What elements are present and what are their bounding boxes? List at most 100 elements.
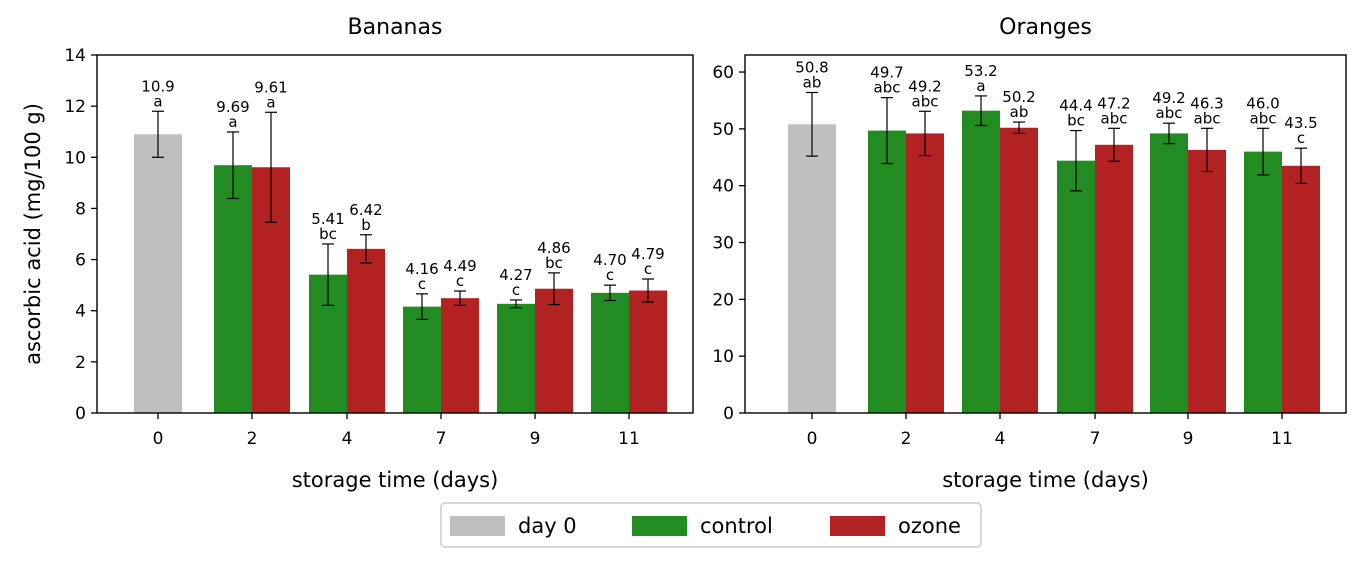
data-label: 4.16	[405, 260, 438, 278]
bar-control-2	[214, 165, 252, 413]
x-tick-label: 11	[1271, 429, 1293, 449]
bar-control-7	[403, 306, 441, 413]
data-label: 44.4	[1059, 97, 1092, 115]
legend-label: day 0	[518, 514, 577, 538]
data-label: 46.3	[1190, 94, 1223, 112]
bar-ozone-11	[629, 290, 667, 413]
x-axis-label: storage time (days)	[942, 468, 1149, 492]
bar-ozone-9	[1188, 149, 1226, 413]
bar-control-7	[1057, 160, 1095, 413]
x-tick-label: 0	[153, 429, 164, 449]
data-label: 49.2	[908, 77, 941, 95]
data-label: 4.27	[499, 266, 532, 284]
significance-letters: a	[976, 77, 985, 95]
plot-frame	[96, 54, 694, 414]
x-tick-label: 9	[530, 429, 541, 449]
significance-letters: c	[606, 266, 614, 284]
y-tick-label: 0	[723, 404, 734, 424]
bar-day-0-0	[788, 124, 836, 414]
y-tick-label: 2	[75, 353, 86, 373]
x-tick-label: 7	[436, 429, 447, 449]
y-tick-label: 12	[64, 97, 86, 117]
significance-letters: abc	[1194, 109, 1221, 127]
significance-letters: c	[644, 260, 652, 278]
bar-day-0-0	[134, 134, 182, 413]
plot-frame	[744, 54, 1347, 414]
chart-title: Bananas	[348, 15, 443, 40]
data-label: 9.69	[216, 98, 249, 116]
x-tick-label: 2	[247, 429, 258, 449]
significance-letters: abc	[1156, 104, 1183, 122]
data-label: 50.8	[795, 59, 828, 77]
x-axis-label: storage time (days)	[292, 468, 499, 492]
data-label: 9.61	[254, 78, 287, 96]
y-tick-label: 6	[75, 251, 86, 271]
significance-letters: c	[418, 275, 426, 293]
significance-letters: a	[228, 113, 237, 131]
bar-control-2	[868, 130, 906, 414]
significance-letters: bc	[1067, 112, 1085, 130]
y-tick-label: 20	[712, 290, 734, 310]
y-tick-label: 50	[712, 120, 734, 140]
bar-control-11	[591, 292, 629, 413]
data-label: 4.86	[537, 239, 570, 257]
x-tick-label: 0	[807, 429, 818, 449]
significance-letters: c	[456, 272, 464, 290]
chart-panel-bananas: Bananas 0 2 4 6 8 10 12 14 0 2 4 7 9 11 storage time (d…	[21, 15, 694, 492]
significance-letters: c	[512, 281, 520, 299]
y-axis-label: ascorbic acid (mg/100 g)	[21, 103, 45, 365]
bar-ozone-4	[347, 248, 385, 413]
bar-control-9	[497, 303, 535, 413]
y-tick-label: 4	[75, 302, 86, 322]
bar-control-9	[1150, 133, 1188, 413]
bar-ozone-4	[1000, 127, 1038, 413]
data-label: 5.41	[311, 210, 344, 228]
significance-letters: ab	[1010, 103, 1029, 121]
x-tick-label: 9	[1183, 429, 1194, 449]
x-tick-label: 2	[901, 429, 912, 449]
y-tick-label: 8	[75, 199, 86, 219]
data-label: 4.79	[631, 245, 664, 263]
y-tick-label: 10	[64, 148, 86, 168]
x-tick-label: 7	[1090, 429, 1101, 449]
bar-ozone-7	[441, 298, 479, 413]
y-tick-label: 0	[75, 404, 86, 424]
data-label: 46.0	[1246, 94, 1279, 112]
legend-swatch-day-0	[450, 516, 505, 536]
bar-ozone-9	[535, 288, 573, 413]
data-label: 50.2	[1002, 88, 1035, 106]
significance-letters: b	[361, 216, 371, 234]
bar-control-11	[1244, 151, 1282, 413]
legend: day 0 control ozone	[440, 502, 982, 548]
x-tick-label: 4	[995, 429, 1006, 449]
chart-title: Oranges	[999, 15, 1092, 40]
data-label: 10.9	[141, 77, 174, 95]
data-label: 49.7	[870, 64, 903, 82]
data-label: 47.2	[1097, 94, 1130, 112]
significance-letters: bc	[319, 225, 337, 243]
data-label: 4.49	[443, 257, 476, 275]
x-tick-label: 4	[342, 429, 353, 449]
significance-letters: ab	[803, 74, 822, 92]
y-tick-label: 10	[712, 347, 734, 367]
data-label: 53.2	[964, 62, 997, 80]
significance-letters: a	[153, 92, 162, 110]
significance-letters: c	[1297, 129, 1305, 147]
legend-label: ozone	[898, 514, 961, 538]
bar-ozone-2	[906, 133, 944, 413]
x-tick-label: 11	[618, 429, 640, 449]
legend-label: control	[700, 514, 773, 538]
data-label: 49.2	[1152, 89, 1185, 107]
data-label: 4.70	[593, 251, 626, 269]
chart-panel-oranges: Oranges 0 10 20 30 40 50 60 0 2 4 7 9 11 storage time …	[712, 15, 1347, 492]
data-label: 43.5	[1284, 114, 1317, 132]
y-tick-label: 60	[712, 63, 734, 83]
significance-letters: abc	[1250, 109, 1277, 127]
y-tick-label: 30	[712, 234, 734, 254]
legend-swatch-control	[632, 516, 687, 536]
legend-swatch-ozone	[830, 516, 885, 536]
bar-control-4	[962, 110, 1000, 413]
significance-letters: abc	[874, 79, 901, 97]
y-tick-label: 40	[712, 177, 734, 197]
